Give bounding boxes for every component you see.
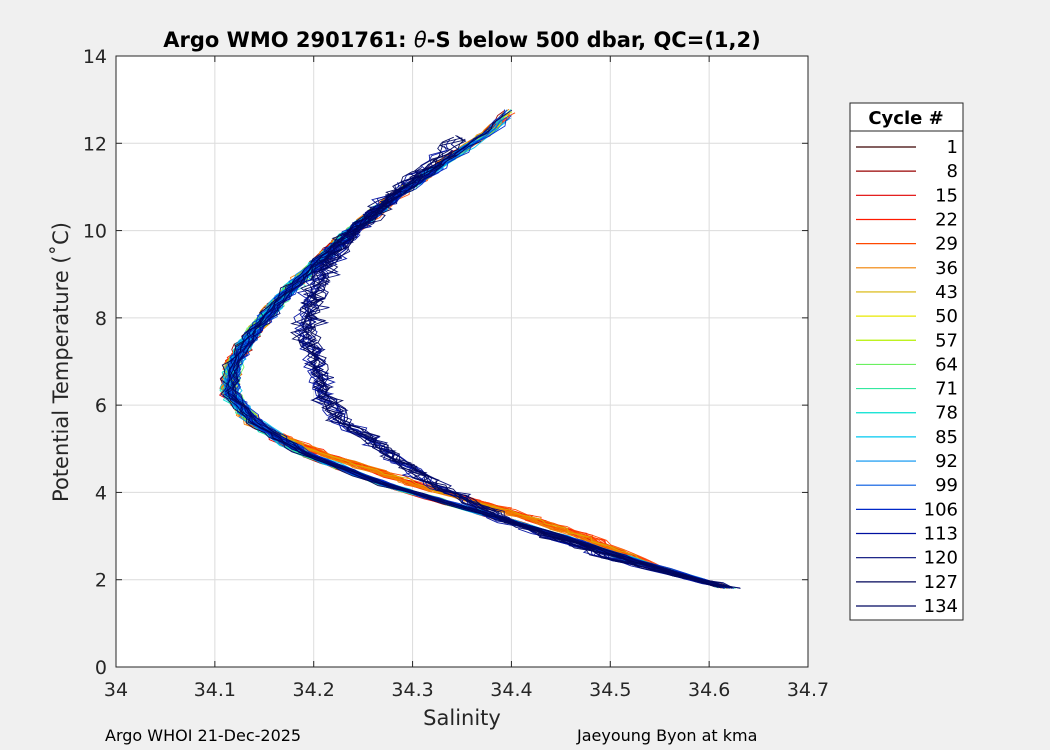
legend-entry-label: 106: [924, 499, 958, 520]
legend-entry-label: 64: [935, 354, 958, 375]
title-prefix: Argo WMO 2901761:: [163, 28, 414, 52]
legend-entry-label: 99: [935, 475, 958, 496]
x-tick-label: 34.1: [194, 679, 236, 701]
legend-entry-label: 113: [924, 524, 958, 545]
legend-entry-label: 22: [935, 209, 958, 230]
profiles: [219, 108, 741, 589]
legend-entry-label: 78: [935, 403, 958, 424]
y-axis-label: Potential Temperature (˚C): [49, 222, 73, 502]
legend-entry-label: 1: [947, 137, 958, 158]
legend-entry-label: 85: [935, 427, 958, 448]
x-tick-label: 34.6: [688, 679, 730, 701]
profile-line: [230, 140, 725, 587]
x-tick-label: 34.2: [293, 679, 335, 701]
x-tick-label: 34.7: [787, 679, 829, 701]
y-tick-label: 0: [95, 657, 107, 679]
y-tick-label: 10: [83, 221, 107, 243]
y-tick-label: 6: [95, 395, 107, 417]
y-tick-label: 8: [95, 308, 107, 330]
y-tick-label: 2: [95, 570, 107, 592]
profile-line: [232, 164, 729, 588]
axes: 34 34.1 34.2 34.3 34.4 34.5 34.6 34.7 0 2 4 6 8 10 12 1…: [83, 46, 829, 701]
legend-entry-label: 57: [935, 330, 958, 351]
profile-line: [302, 137, 724, 587]
legend-entry-label: 43: [935, 282, 958, 303]
legend-entry-label: 71: [935, 379, 958, 400]
legend-entry-label: 92: [935, 451, 958, 472]
y-tick-label: 14: [83, 46, 107, 68]
footer-author: Jaeyoung Byon at kma: [577, 726, 758, 745]
legend-title: Cycle #: [868, 108, 943, 129]
legend-entry-label: 29: [935, 234, 958, 255]
legend: Cycle # 18152229364350576471788592991061…: [849, 102, 964, 621]
profile-line: [290, 135, 741, 589]
legend-entry-label: 36: [935, 258, 958, 279]
x-tick-label: 34.4: [490, 679, 532, 701]
chart-title: Argo WMO 2901761: θ-S below 500 dbar, QC…: [163, 28, 760, 52]
title-suffix: -S below 500 dbar, QC=(1,2): [427, 28, 761, 52]
x-axis-label: Salinity: [423, 706, 501, 730]
legend-entry-label: 8: [947, 161, 958, 182]
profile-line: [297, 135, 715, 587]
legend-entry-label: 134: [924, 596, 958, 617]
legend-entry-label: 15: [935, 185, 958, 206]
legend-entry-label: 120: [924, 548, 958, 569]
profile-line: [227, 112, 721, 589]
y-tick-label: 12: [83, 133, 107, 155]
title-theta: θ: [414, 28, 427, 52]
x-tick-label: 34.5: [589, 679, 631, 701]
x-tick-label: 34: [104, 679, 128, 701]
x-tick-label: 34.3: [391, 679, 433, 701]
footer-source: Argo WHOI 21-Dec-2025: [105, 726, 302, 745]
legend-entry-label: 127: [924, 572, 958, 593]
legend-items: 1 8 15 22 29 36 43 50 57 64 71 78 85 92 99 106 113 120 127…: [856, 137, 958, 617]
y-tick-label: 4: [95, 482, 107, 504]
plot-frame: [115, 55, 809, 668]
legend-entry-label: 50: [935, 306, 958, 327]
